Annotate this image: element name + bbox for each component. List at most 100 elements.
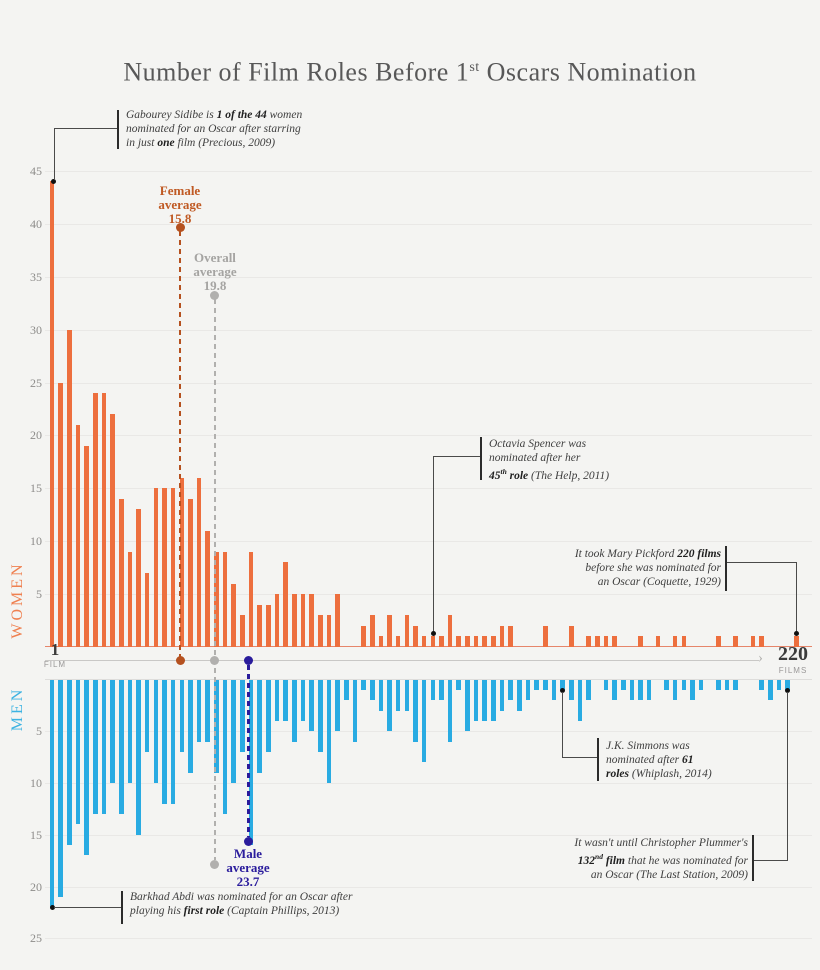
men-bar [716, 679, 721, 690]
men-bar [369, 679, 375, 701]
women-gridline [45, 170, 812, 172]
women-bar [205, 530, 211, 647]
men-bar [638, 679, 643, 701]
x-start-value: 1 [50, 640, 60, 659]
women-bar [594, 636, 600, 647]
men-bar [127, 679, 133, 783]
men-bar [231, 679, 237, 783]
women-bar [716, 636, 721, 647]
women-bar [67, 329, 72, 647]
men-tick-label: 15 [30, 827, 42, 842]
men-bar [620, 679, 626, 690]
men-bar [162, 679, 167, 804]
men-bar [785, 679, 790, 690]
men-bar [335, 679, 340, 732]
men-bar [378, 679, 384, 711]
men-bar [439, 679, 444, 701]
women-tick-label: 45 [30, 163, 42, 178]
women-bar [733, 636, 739, 647]
men-bar [49, 679, 55, 908]
men-bar [482, 679, 488, 721]
men-bar [603, 679, 609, 690]
women-tick-label: 35 [30, 269, 42, 284]
women-tick-label: 15 [30, 481, 42, 496]
women-bar [439, 636, 444, 647]
plummer-connector-vertical [787, 692, 789, 861]
women-bar [612, 636, 617, 647]
men-bar [612, 679, 617, 701]
axis-arrow-icon: › [758, 650, 763, 666]
men-bar [430, 679, 436, 701]
men-gridline [45, 886, 812, 888]
men-bar [283, 679, 288, 721]
overall-average-bottom-dot [210, 859, 220, 869]
women-bar [638, 636, 643, 647]
men-bar [343, 679, 349, 701]
gabourey-connector-horizontal [54, 128, 117, 129]
barkhad-annotation: Barkhad Abdi was nominated for an Oscar … [130, 891, 353, 917]
men-bar [534, 679, 539, 690]
x-axis-end-label: 220 FILMS [768, 644, 818, 675]
women-bar [395, 636, 401, 647]
female-average-line [179, 231, 182, 657]
women-bar [794, 636, 799, 647]
barkhad-connector-horizontal [54, 907, 121, 908]
women-bar [101, 393, 107, 647]
women-bar [240, 615, 245, 647]
men-bar [240, 679, 245, 752]
men-bar [318, 679, 323, 752]
women-bar [75, 424, 81, 647]
men-bar [413, 679, 418, 742]
men-bar [196, 679, 202, 742]
men-bar [110, 679, 115, 783]
women-gridline [45, 594, 812, 596]
men-bar [664, 679, 669, 690]
male-average-axis-dot [243, 656, 253, 665]
jk-bracket [597, 738, 599, 781]
men-bar [499, 679, 505, 711]
men-bar [724, 679, 730, 690]
women-tick-label: 20 [30, 428, 42, 443]
women-bar [283, 562, 288, 647]
men-bar [395, 679, 401, 711]
women-bar [421, 636, 427, 647]
men-bar [75, 679, 81, 825]
women-gridline [45, 223, 812, 225]
men-bar [274, 679, 280, 721]
men-bar [569, 679, 574, 701]
women-bar [92, 393, 98, 647]
women-bar [473, 636, 479, 647]
x-end-unit: FILMS [778, 666, 808, 675]
men-bar [491, 679, 496, 721]
men-gridline [45, 731, 812, 733]
men-bar [118, 679, 124, 815]
jk-connector-vertical [562, 692, 563, 758]
women-bar [508, 625, 513, 647]
men-bar [551, 679, 557, 701]
women-bar [231, 583, 237, 647]
women-gridline [45, 488, 812, 490]
men-bar [577, 679, 583, 721]
women-bar [58, 382, 63, 647]
women-axis-label: WOMEN [9, 561, 26, 639]
women-bar [603, 636, 609, 647]
men-bar [326, 679, 332, 783]
men-bar [508, 679, 513, 701]
women-bar [179, 477, 185, 647]
women-tick-label: 5 [36, 587, 42, 602]
women-bar [681, 636, 687, 647]
pickford-anchor-dot [793, 630, 799, 636]
women-gridline [45, 329, 812, 331]
gabourey-annotation: Gabourey Sidibe is 1 of the 44 women nomi… [126, 109, 303, 149]
overall-average-line [213, 299, 216, 860]
men-baseline [45, 679, 812, 680]
women-bar [482, 636, 488, 647]
men-axis-label: MEN [9, 686, 26, 732]
men-bar [266, 679, 271, 752]
jk-annotation: J.K. Simmons was nominated after 61 roles … [606, 740, 712, 780]
men-bar [214, 679, 219, 773]
men-bar [67, 679, 72, 846]
women-bar [369, 615, 375, 647]
men-bar [690, 679, 695, 701]
men-bar [525, 679, 531, 701]
